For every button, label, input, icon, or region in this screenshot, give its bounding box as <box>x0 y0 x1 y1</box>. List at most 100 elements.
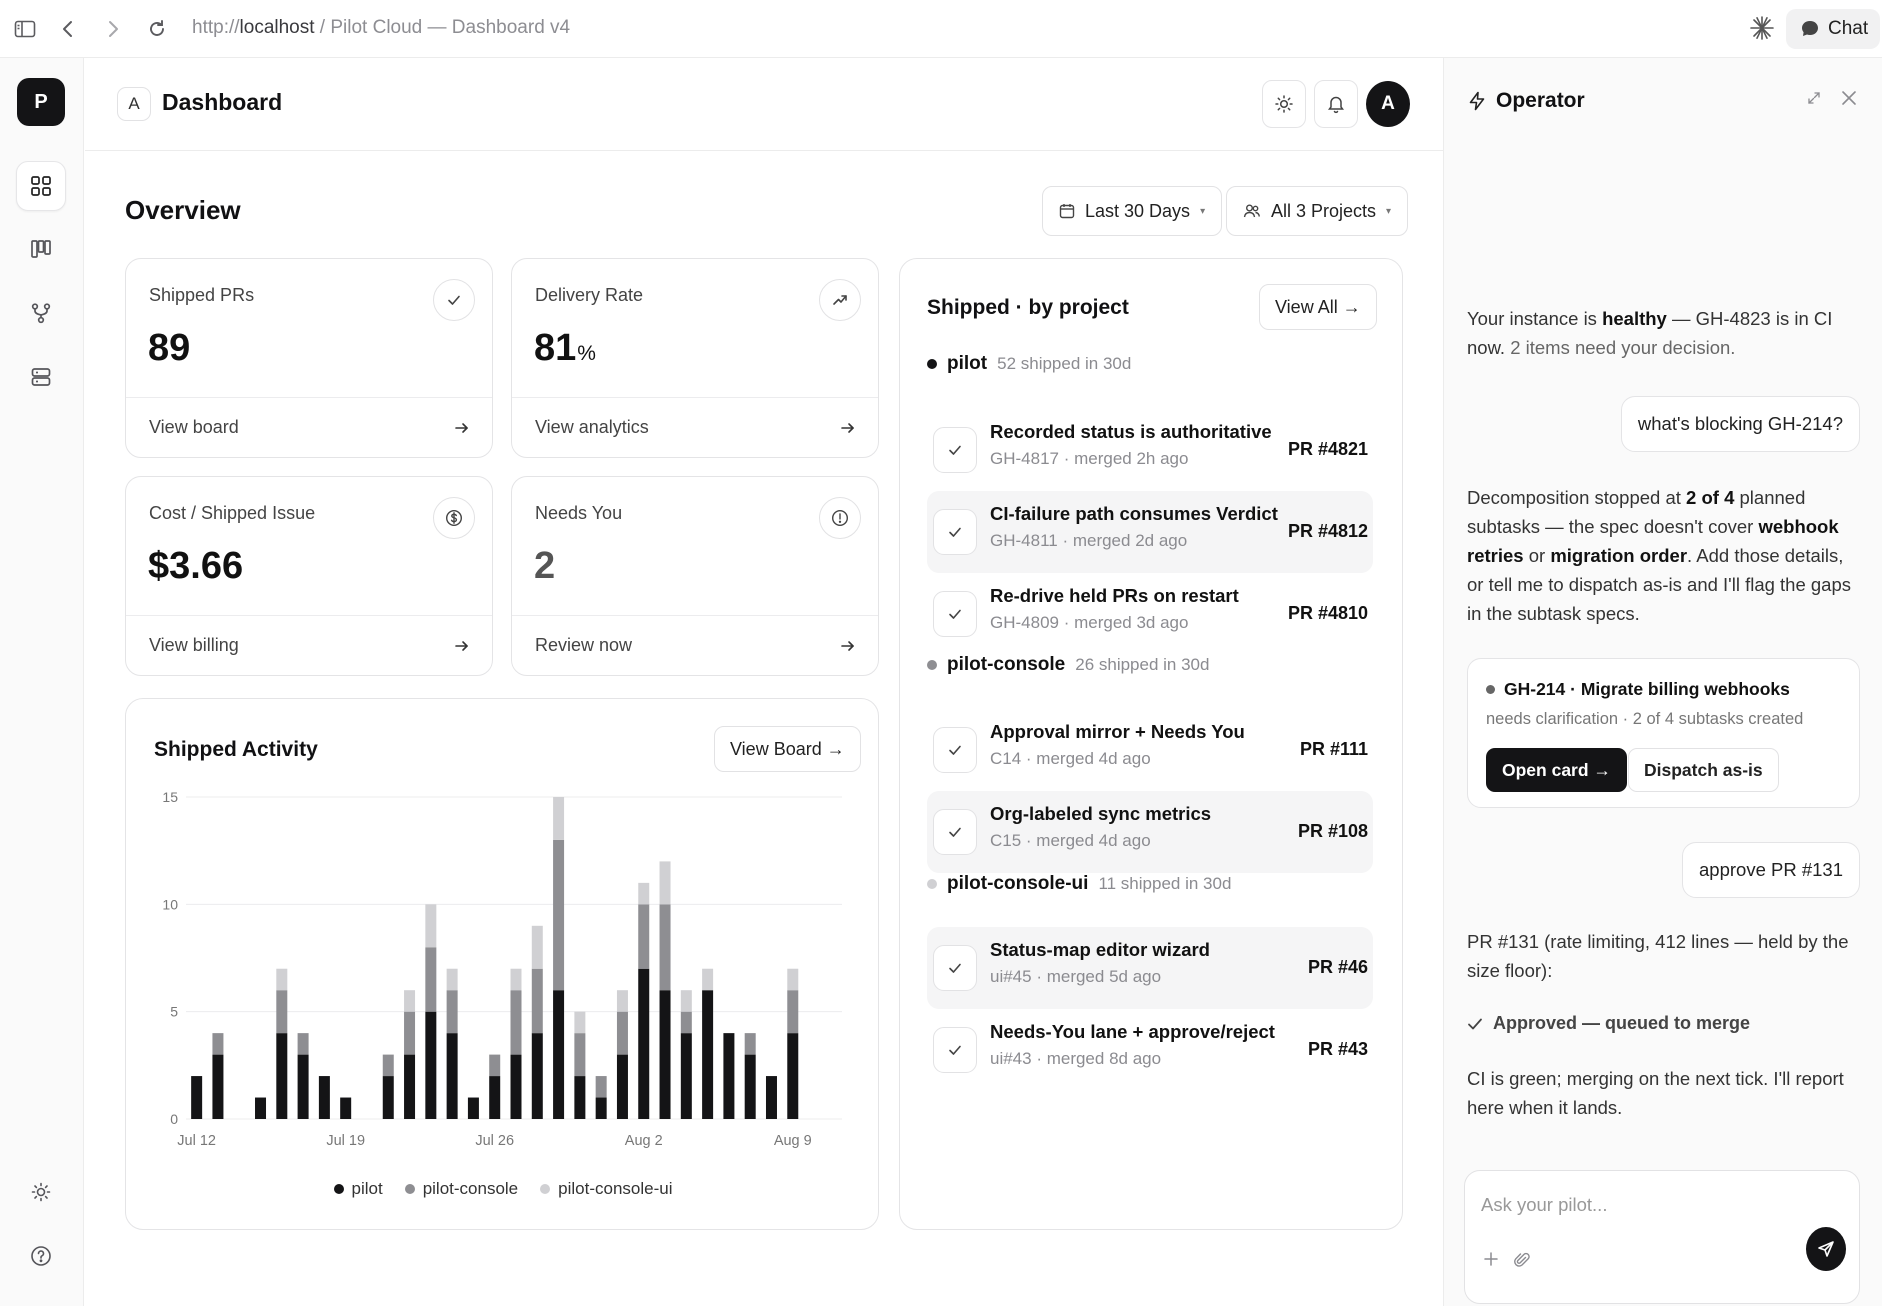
project-filter-label: All 3 Projects <box>1271 200 1377 221</box>
pr-row[interactable]: CI-failure path consumes Verdict GH-4811 … <box>927 491 1373 573</box>
paperclip-icon[interactable] <box>1513 1251 1531 1269</box>
bar-pilot-console <box>531 968 543 1034</box>
nav-board[interactable] <box>16 224 66 274</box>
kpi-label: Cost / Shipped Issue <box>149 503 316 523</box>
user-avatar[interactable]: A <box>1366 81 1410 127</box>
theme-button[interactable] <box>1262 80 1306 128</box>
shipped-title: Shipped · by project <box>927 296 1129 319</box>
url-host: localhost <box>239 17 315 38</box>
bar-pilot <box>318 1076 330 1119</box>
y-tick-label: 0 <box>170 1111 178 1127</box>
chat-button-label: Chat <box>1828 18 1869 39</box>
board-icon <box>31 240 51 258</box>
bar-pilot-console <box>574 1033 586 1077</box>
legend-item: pilot-console-ui <box>540 1179 672 1199</box>
back-icon[interactable] <box>55 16 81 42</box>
bar-pilot-console <box>553 839 565 991</box>
kpi-link-label: View board <box>149 417 239 437</box>
view-all-button[interactable]: View All → <box>1259 284 1377 330</box>
open-card-button[interactable]: Open card → <box>1486 748 1627 792</box>
legend-dot <box>540 1184 551 1194</box>
nav-theme[interactable] <box>16 1167 66 1217</box>
pr-title: CI-failure path consumes Verdict <box>990 503 1278 524</box>
url-scheme: http:// <box>192 17 240 38</box>
expand-icon[interactable] <box>1807 91 1821 105</box>
bar-pilot-console-ui <box>702 968 714 991</box>
bar-pilot-console-ui <box>659 861 671 905</box>
decision-title: GH-214 · Migrate billing webhooks <box>1486 679 1790 700</box>
user-message: approve PR #131 <box>1682 842 1860 898</box>
legend-dot <box>333 1184 344 1194</box>
pr-row[interactable]: Status-map editor wizard ui#45 · merged 5… <box>927 927 1373 1009</box>
pr-row[interactable]: Recorded status is authoritative GH-4817 … <box>927 409 1373 491</box>
project-filter[interactable]: All 3 Projects ▾ <box>1226 186 1409 236</box>
view-analytics-link[interactable]: View analytics <box>512 397 878 457</box>
bar-pilot <box>212 1054 224 1119</box>
forward-icon[interactable] <box>100 16 126 42</box>
pr-subtitle: ui#45 · merged 5d ago <box>990 967 1162 986</box>
chart-legend: pilot pilot-console pilot-console-ui <box>126 1179 880 1199</box>
sparkle-icon[interactable] <box>1748 14 1776 42</box>
pr-row[interactable]: Needs-You lane + approve/reject ui#43 · m… <box>927 1009 1373 1091</box>
bar-pilot <box>702 990 714 1119</box>
pr-row[interactable]: Org-labeled sync metrics C15 · merged 4d … <box>927 791 1373 873</box>
project-meta: 26 shipped in 30d <box>1075 655 1210 674</box>
operator-header: Operator <box>1468 89 1585 113</box>
legend-item: pilot <box>333 1179 383 1199</box>
sun-icon <box>1275 95 1293 113</box>
plus-icon[interactable] <box>1483 1251 1499 1267</box>
pr-number: PR #4810 <box>1287 603 1368 623</box>
bar-pilot-console-ui <box>787 968 799 991</box>
chat-input[interactable] <box>1481 1185 1841 1225</box>
url-path: / Pilot Cloud — Dashboard v4 <box>314 17 571 38</box>
bar-pilot-console <box>680 1011 692 1034</box>
check-icon <box>933 427 977 473</box>
view-billing-link[interactable]: View billing <box>126 615 492 675</box>
kpi-value: 81% <box>534 327 596 369</box>
app-logo[interactable]: P <box>17 78 65 126</box>
nav-dashboard[interactable] <box>16 161 66 211</box>
pr-subtitle: C14 · merged 4d ago <box>990 749 1151 768</box>
notifications-button[interactable] <box>1314 80 1358 128</box>
pr-row[interactable]: Approval mirror + Needs You C14 · merged … <box>927 709 1373 791</box>
sidebar-toggle-icon[interactable] <box>12 16 38 42</box>
decision-subtitle: needs clarification · 2 of 4 subtasks cr… <box>1486 710 1804 728</box>
kpi-card-shipped-prs: Shipped PRs 89 View board <box>125 258 493 458</box>
activity-chart: 0 5 10 15 Jul 12 Jul 19 Jul 26 Aug 2 Aug 9 <box>162 789 842 1149</box>
date-range-filter[interactable]: Last 30 Days ▾ <box>1042 186 1223 236</box>
pr-title: Org-labeled sync metrics <box>990 803 1212 824</box>
nav-infrastructure[interactable] <box>16 352 66 402</box>
bar-pilot-console-ui <box>680 990 692 1012</box>
arrow-right-icon <box>455 640 468 651</box>
status-dot <box>1486 685 1495 694</box>
close-icon[interactable] <box>1840 89 1858 107</box>
kpi-link-label: View billing <box>149 635 239 655</box>
project-dot <box>927 660 937 670</box>
pr-number: PR #108 <box>1297 821 1368 841</box>
project-header: pilot-console 26 shipped in 30d <box>927 654 1209 676</box>
bar-pilot <box>680 1033 692 1119</box>
view-board-button[interactable]: View Board → <box>714 726 861 772</box>
reload-icon[interactable] <box>144 16 170 42</box>
nav-help[interactable] <box>16 1231 66 1281</box>
view-board-link[interactable]: View board <box>126 397 492 457</box>
project-name: pilot-console <box>947 654 1066 675</box>
bar-pilot <box>340 1097 352 1119</box>
chat-button[interactable]: Chat <box>1786 9 1880 49</box>
review-now-link[interactable]: Review now <box>512 615 878 675</box>
workspace-chip[interactable]: A <box>117 87 151 121</box>
nav-workflows[interactable] <box>16 288 66 338</box>
pr-number: PR #4821 <box>1287 439 1368 459</box>
chevron-down-icon: ▾ <box>1386 205 1392 217</box>
bar-pilot <box>765 1076 777 1119</box>
address-bar[interactable]: http://localhost / Pilot Cloud — Dashboa… <box>192 17 570 39</box>
check-icon <box>933 591 977 637</box>
bar-pilot-console <box>638 904 650 969</box>
pr-subtitle: C15 · merged 4d ago <box>990 831 1151 850</box>
activity-title: Shipped Activity <box>154 738 318 761</box>
dispatch-as-is-button[interactable]: Dispatch as-is <box>1628 748 1779 792</box>
check-icon <box>933 945 977 991</box>
send-button[interactable] <box>1806 1227 1846 1271</box>
bar-pilot-console-ui <box>553 797 565 840</box>
pr-row[interactable]: Re-drive held PRs on restart GH-4809 · me… <box>927 573 1373 655</box>
